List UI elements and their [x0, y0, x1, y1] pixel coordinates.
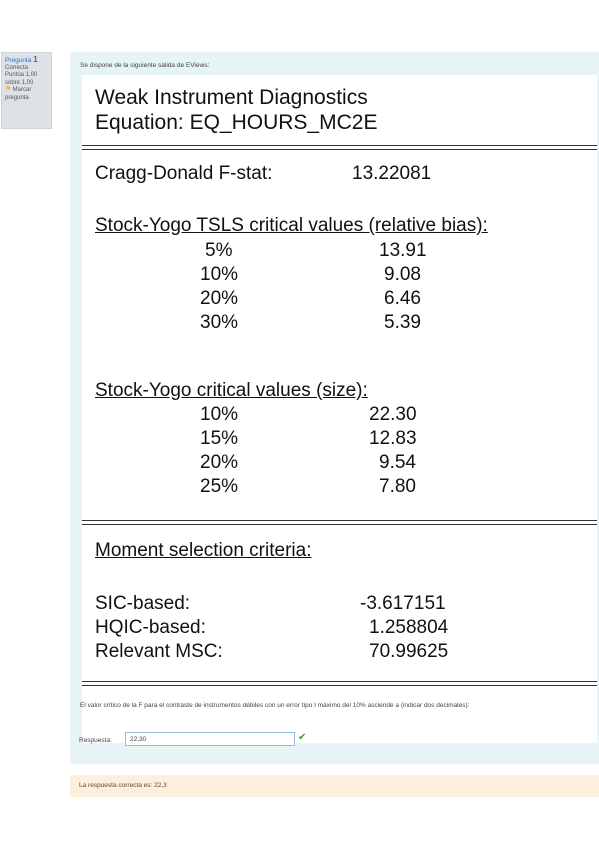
divider [82, 681, 597, 682]
correct-answer-feedback: La respuesta correcta es: 22,3 [70, 775, 599, 797]
size-value: 7.80 [379, 476, 416, 497]
flag-label-line2[interactable]: pregunta [5, 94, 29, 101]
question-score-line2: sobre 1,00 [5, 79, 34, 86]
question-number-value: 1 [33, 55, 38, 64]
size-value: 9.54 [379, 452, 416, 473]
eviews-output: Weak Instrument Diagnostics Equation: EQ… [82, 75, 597, 743]
divider [82, 145, 597, 146]
divider [82, 520, 597, 521]
relbias-value: 13.91 [379, 240, 427, 261]
criterion-value: 1.258804 [369, 617, 449, 638]
size-value: 22.30 [369, 404, 417, 425]
criterion-label: HQIC-based: [95, 617, 206, 638]
relbias-value: 9.08 [384, 264, 421, 285]
question-status: Correcta [5, 64, 29, 71]
cragg-donald-value: 13.22081 [352, 163, 432, 184]
eviews-title: Weak Instrument Diagnostics Equation: EQ… [95, 85, 377, 135]
size-header: Stock-Yogo critical values (size): [95, 380, 368, 401]
answer-label: Respuesta: [79, 737, 112, 744]
relbias-pct: 5% [205, 240, 233, 261]
size-value: 12.83 [369, 428, 417, 449]
relbias-pct: 10% [200, 264, 239, 285]
question-text: El valor crítico de la F para el contras… [80, 702, 470, 709]
flag-label-line1[interactable]: Marcar [12, 87, 32, 93]
criterion-value: -3.617151 [360, 593, 446, 614]
question-intro: Se dispone de la siguiente salida de EVi… [80, 62, 210, 69]
question-number: Pregunta 1 [5, 56, 48, 65]
divider [82, 524, 597, 525]
divider [82, 685, 597, 686]
cragg-donald-label: Cragg-Donald F-stat: [95, 163, 273, 184]
check-icon: ✔ [298, 732, 307, 743]
criterion-value: 70.99625 [369, 641, 449, 662]
flag-icon[interactable]: ⚑ [5, 86, 12, 93]
size-pct: 25% [200, 476, 239, 497]
criterion-label: Relevant MSC: [95, 641, 223, 662]
eviews-title-line1: Weak Instrument Diagnostics [95, 86, 368, 109]
relbias-pct: 20% [200, 288, 239, 309]
size-pct: 20% [200, 452, 239, 473]
size-pct: 15% [200, 428, 239, 449]
flag-question-link[interactable]: ⚑ Marcar pregunta [5, 86, 48, 102]
answer-input[interactable] [125, 732, 295, 746]
divider [82, 149, 597, 150]
relbias-value: 6.46 [384, 288, 421, 309]
criterion-label: SIC-based: [95, 593, 191, 614]
eviews-title-line2: Equation: EQ_HOURS_MC2E [95, 111, 378, 134]
question-info: Pregunta 1 Correcta Puntúa 1,00 sobre 1,… [1, 52, 52, 129]
question-score-line1: Puntúa 1,00 [5, 72, 38, 78]
relbias-value: 5.39 [384, 312, 421, 333]
moment-selection-header: Moment selection criteria: [95, 540, 312, 561]
size-pct: 10% [200, 404, 239, 425]
relative-bias-header: Stock-Yogo TSLS critical values (relativ… [95, 215, 488, 236]
relbias-pct: 30% [200, 312, 239, 333]
question-label: Pregunta [5, 57, 32, 64]
question-panel: Se dispone de la siguiente salida de EVi… [70, 52, 599, 764]
